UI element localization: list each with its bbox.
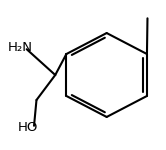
Text: HO: HO [18, 121, 38, 134]
Text: H₂N: H₂N [8, 41, 33, 54]
